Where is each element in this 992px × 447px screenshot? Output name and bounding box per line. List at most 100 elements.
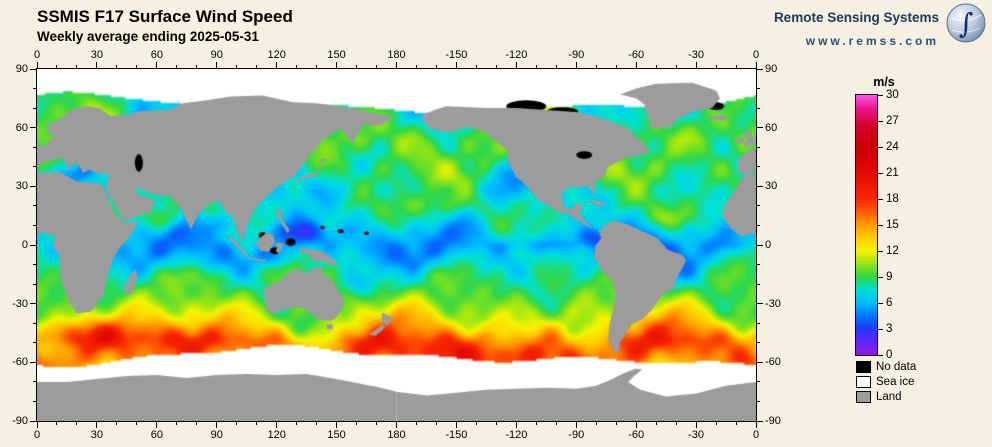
lon-tick-label: 120 [267,429,286,441]
lat-tick-label: 90 [15,63,28,75]
lat-tick-label: 60 [15,121,28,134]
lon-major-tick [216,422,218,428]
colorbar-tick-label: 3 [886,322,893,335]
lon-minor-tick [116,422,118,425]
lon-minor-tick [435,65,437,68]
lon-tick-label: -120 [505,429,528,441]
colorbar-tick [878,172,883,174]
lon-tick-label: 180 [387,429,406,441]
colorbar-tick [878,198,883,200]
lat-tick-label: -90 [12,415,28,427]
lon-minor-tick [615,422,617,425]
lat-tick-label: 0 [21,239,28,251]
page-subtitle: Weekly average ending 2025-05-31 [37,29,259,44]
lon-major-tick [156,422,158,428]
lon-tick-label: 30 [90,429,104,441]
lon-tick-label: 30 [90,49,104,61]
lat-major-tick [757,127,763,129]
lat-major-tick [30,420,36,422]
lat-minor-tick [33,400,36,402]
lat-minor-tick [33,342,36,344]
lon-minor-tick [356,65,358,68]
lat-minor-tick [757,107,760,109]
lat-minor-tick [757,381,760,383]
lon-major-tick [36,422,38,428]
lon-minor-tick [735,65,737,68]
lat-minor-tick [33,205,36,207]
lat-minor-tick [33,166,36,168]
lat-tick-label: 30 [15,180,28,193]
lon-minor-tick [495,422,497,425]
legend-label-sea-ice: Sea ice [876,375,915,388]
lat-minor-tick [757,205,760,207]
page-title: SSMIS F17 Surface Wind Speed [37,7,293,26]
lon-tick-label: 150 [327,49,346,61]
lon-minor-tick [675,65,677,68]
lon-minor-tick [475,422,477,425]
legend-item-land: Land [856,390,916,403]
lon-minor-tick [76,422,78,425]
lon-minor-tick [296,422,298,425]
lon-minor-tick [655,65,657,68]
lon-major-tick [276,422,278,428]
lon-minor-tick [256,65,258,68]
lon-tick-label: -60 [628,49,645,61]
lon-tick-label: -150 [445,49,468,61]
lon-minor-tick [356,422,358,425]
lon-tick-label: 60 [150,429,163,441]
colorbar-tick-label: 21 [886,166,899,179]
lon-major-tick [455,62,457,68]
lat-tick-label: 60 [765,121,778,134]
lon-minor-tick [415,65,417,68]
lat-tick-label: -60 [765,356,781,369]
legend-label-land: Land [876,390,902,403]
lon-tick-label: 150 [327,429,346,441]
lon-minor-tick [196,422,198,425]
lon-major-tick [336,62,338,68]
lon-tick-label: 0 [33,429,41,441]
lon-major-tick [36,62,38,68]
lat-minor-tick [757,146,760,148]
lon-minor-tick [56,65,58,68]
lon-tick-label: -120 [505,49,528,61]
lon-minor-tick [595,65,597,68]
colorbar-tick-label: 0 [886,348,893,361]
lat-minor-tick [33,88,36,90]
lon-tick-label: 0 [33,49,41,61]
brand-url-link[interactable]: www.remss.com [805,34,939,48]
lon-minor-tick [376,422,378,425]
lon-minor-tick [555,422,557,425]
lat-major-tick [757,244,763,246]
lon-major-tick [695,62,697,68]
lon-tick-label: 90 [210,49,223,61]
lon-major-tick [396,62,397,68]
lon-minor-tick [715,65,717,68]
lat-tick-label: -90 [765,415,781,427]
lon-minor-tick [495,65,497,68]
wind-speed-map-image [37,69,756,421]
lon-minor-tick [236,65,238,68]
lat-minor-tick [33,381,36,383]
lat-minor-tick [757,264,760,266]
lon-minor-tick [176,65,178,68]
lon-major-tick [336,422,338,428]
lon-major-tick [156,62,158,68]
lon-major-tick [276,62,278,68]
lat-minor-tick [33,264,36,266]
lat-minor-tick [757,322,760,324]
lon-major-tick [216,62,218,68]
colorbar-tick [878,94,883,96]
lon-major-tick [635,422,637,428]
brand-name: Remote Sensing Systems [773,10,939,25]
lon-minor-tick [675,422,677,425]
lon-minor-tick [136,65,138,68]
lon-major-tick [635,62,637,68]
lon-tick-label: 60 [150,49,163,61]
lat-minor-tick [757,224,760,226]
lon-minor-tick [256,422,258,425]
lon-minor-tick [56,422,58,425]
colorbar-tick-label: 27 [886,114,899,127]
lat-minor-tick [33,322,36,324]
colorbar-tick-label: 15 [886,218,899,231]
lon-minor-tick [136,422,138,425]
